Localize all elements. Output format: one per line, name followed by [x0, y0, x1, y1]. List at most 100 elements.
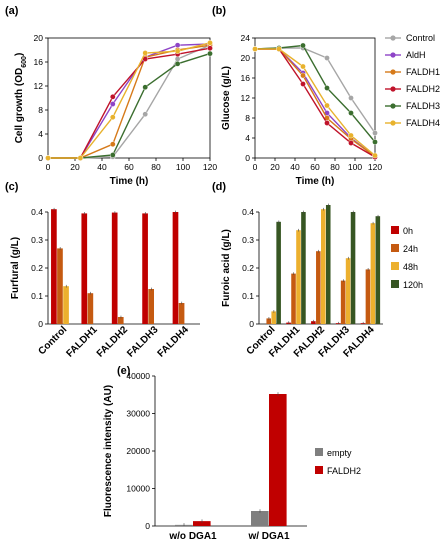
legend-swatch: [315, 466, 323, 474]
x-tick-label: 120: [368, 162, 382, 172]
panel-label: (b): [212, 5, 226, 17]
legend-swatch: [315, 448, 323, 456]
y-axis-label: Fluorescence intensity (AU): [103, 385, 114, 517]
data-point: [300, 72, 306, 79]
y-tick-label: 0.1: [31, 291, 43, 301]
data-point: [348, 132, 354, 139]
legend-entry: empty: [327, 448, 352, 458]
y-tick-label: 0: [145, 521, 150, 531]
panel-label: (a): [5, 5, 19, 17]
bar: [251, 511, 269, 526]
series-line: [48, 52, 211, 159]
y-tick-label: 40000: [126, 371, 150, 381]
data-point: [324, 55, 330, 61]
y-tick-label: 0: [249, 319, 254, 329]
legend-entry: FALDH3: [406, 101, 440, 111]
legend-entry: 0h: [403, 226, 413, 236]
legend-entry: FALDH1: [406, 67, 440, 77]
panel-label: (d): [212, 181, 226, 193]
y-tick-label: 0: [38, 153, 43, 163]
bar: [375, 216, 381, 324]
data-point: [142, 50, 148, 56]
data-point: [174, 42, 181, 49]
y-tick-label: 20: [34, 33, 44, 43]
legend-entry: Control: [406, 33, 435, 43]
bar: [321, 209, 326, 324]
y-tick-label: 4: [38, 129, 43, 139]
legend-marker: [390, 103, 396, 109]
data-point: [276, 46, 282, 52]
data-point: [110, 94, 116, 100]
bar: [311, 321, 316, 324]
legend-marker: [390, 35, 396, 41]
x-tick-label: 40: [290, 162, 300, 172]
x-tick-label: 100: [348, 162, 362, 172]
data-point: [372, 152, 378, 159]
panel-label: (e): [117, 365, 131, 377]
legend-entry: 120h: [403, 280, 423, 290]
data-point: [372, 139, 378, 145]
legend-entry: 24h: [403, 244, 418, 254]
data-point: [77, 155, 84, 161]
y-tick-label: 0.2: [31, 263, 43, 273]
y-tick-label: 16: [241, 73, 251, 83]
bar: [178, 303, 185, 324]
data-point: [110, 152, 116, 158]
y-axis-label: Cell growth (OD600): [14, 53, 28, 144]
panel-label: (c): [5, 181, 19, 193]
x-tick-label: 100: [176, 162, 190, 172]
y-tick-label: 10000: [126, 484, 150, 494]
y-tick-label: 0.4: [31, 207, 43, 217]
data-point: [324, 85, 330, 91]
y-tick-label: 0: [38, 319, 43, 329]
bar: [87, 293, 94, 324]
data-point: [45, 155, 51, 161]
data-point: [174, 56, 181, 62]
bar: [117, 317, 124, 324]
bar: [271, 311, 276, 324]
y-tick-label: 20000: [126, 446, 150, 456]
bar: [340, 280, 346, 324]
category-label: w/ DGA1: [247, 531, 290, 542]
y-axis-label: Glucose (g/L): [221, 66, 232, 130]
x-tick-label: 0: [253, 162, 258, 172]
bar: [291, 273, 296, 324]
series-line: [48, 47, 211, 159]
x-axis-label: Time (h): [296, 176, 335, 187]
x-tick-label: 60: [124, 162, 134, 172]
y-tick-label: 4: [245, 133, 250, 143]
bar: [345, 258, 351, 324]
bar: [276, 221, 281, 324]
bar: [142, 213, 148, 324]
bar: [57, 248, 63, 324]
data-point: [348, 110, 354, 116]
y-tick-label: 0: [245, 153, 250, 163]
bar: [148, 289, 154, 324]
x-tick-label: 20: [70, 162, 80, 172]
data-point: [324, 102, 330, 109]
category-label: FALDH4: [156, 324, 192, 360]
legend-entry: AldH: [406, 50, 426, 60]
x-axis-label: Time (h): [110, 176, 149, 187]
bar: [193, 521, 211, 526]
bar: [296, 230, 301, 324]
bar: [316, 251, 321, 324]
category-label: FALDH1: [64, 324, 100, 360]
y-tick-label: 8: [38, 105, 43, 115]
data-point: [300, 42, 306, 49]
legend-swatch: [391, 244, 399, 252]
data-point: [207, 40, 213, 46]
legend-swatch: [391, 226, 399, 234]
data-point: [110, 114, 116, 120]
data-point: [348, 140, 354, 146]
category-label: w/o DGA1: [168, 531, 217, 542]
bar: [325, 205, 331, 324]
series-line: [48, 44, 211, 159]
bar: [269, 394, 287, 526]
bar: [81, 213, 88, 324]
legend-swatch: [391, 262, 399, 270]
bar: [172, 212, 179, 324]
y-tick-label: 0.1: [242, 291, 254, 301]
